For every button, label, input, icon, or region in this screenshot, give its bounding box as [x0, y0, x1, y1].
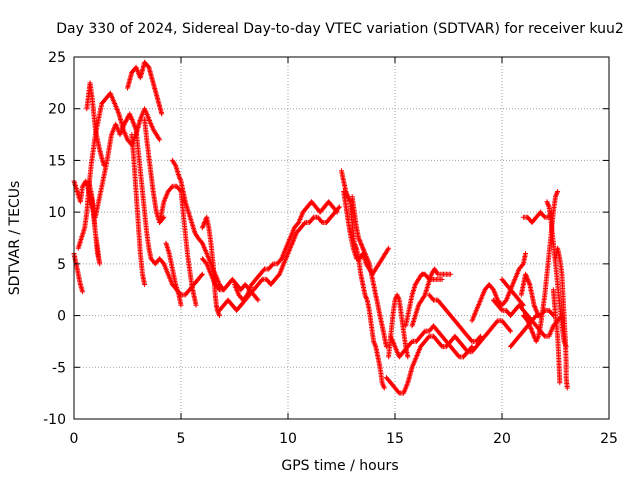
segment-sat-x: [409, 266, 454, 329]
y-axis-label: SDTVAR / TECUs: [7, 181, 23, 296]
tick-labels: 0 5 10 15 20 25 -10 -5 0 5 10 15 20 25: [43, 50, 618, 447]
chart-title: Day 330 of 2024, Sidereal Day-to-day VTE…: [56, 21, 624, 37]
y-tick-label: -10: [43, 412, 66, 428]
data-markers: [133, 126, 205, 298]
data-markers: [232, 199, 340, 303]
segment-sat-p: [232, 199, 340, 303]
x-tick-label: 0: [70, 431, 79, 447]
data-markers: [86, 178, 103, 267]
segment-sat-ff: [550, 287, 563, 386]
segment-sat-y: [426, 292, 484, 344]
segment-sat-f: [125, 59, 165, 117]
data-markers: [508, 307, 556, 350]
segment-sat-w: [403, 271, 445, 329]
x-tick-label: 25: [600, 431, 618, 447]
segment-sat-l: [163, 240, 184, 308]
x-axis-label: GPS time / hours: [281, 458, 398, 474]
y-tick-label: 10: [48, 205, 66, 221]
segment-sat-ee: [553, 245, 570, 391]
data-markers: [163, 240, 184, 308]
data-markers: [339, 168, 387, 391]
x-tick-label: 15: [386, 431, 404, 447]
segment-sat-q: [339, 168, 387, 391]
y-tick-label: 25: [48, 50, 66, 66]
segment-sat-gg: [518, 271, 541, 319]
segment-sat-d: [84, 80, 107, 169]
series-0: [71, 59, 570, 396]
x-tick-label: 5: [177, 431, 186, 447]
y-tick-label: 20: [48, 102, 66, 118]
data-points: [71, 59, 570, 396]
data-markers: [386, 292, 411, 360]
data-markers: [129, 132, 148, 287]
data-markers: [84, 80, 107, 169]
segment-sat-h: [129, 132, 148, 287]
data-markers: [409, 266, 454, 329]
y-tick-label: 15: [48, 153, 66, 169]
data-markers: [520, 209, 554, 225]
data-markers: [499, 276, 526, 308]
data-markers: [550, 287, 563, 386]
data-markers: [553, 245, 570, 391]
segment-sat-k: [169, 157, 227, 293]
segment-sat-hh: [508, 307, 556, 350]
data-markers: [518, 271, 541, 319]
x-tick-label: 20: [493, 431, 511, 447]
segment-sat-s: [349, 194, 389, 350]
data-markers: [125, 59, 165, 117]
data-markers: [426, 292, 484, 344]
data-markers: [403, 271, 445, 329]
x-tick-label: 10: [279, 431, 297, 447]
y-tick-label: 0: [57, 309, 66, 325]
y-tick-label: -5: [52, 360, 66, 376]
segment-sat-ii: [520, 209, 554, 225]
segment-sat-bb: [499, 276, 526, 308]
segment-sat-g: [133, 126, 205, 298]
segment-sat-e: [86, 178, 103, 267]
data-markers: [383, 318, 514, 396]
segment-sat-t: [383, 318, 514, 396]
segment-sat-v: [386, 292, 411, 360]
plot-frame: [73, 56, 610, 420]
y-tick-label: 5: [57, 257, 66, 273]
axis-ticks: [73, 56, 610, 420]
data-markers: [169, 157, 227, 293]
data-markers: [349, 194, 389, 350]
